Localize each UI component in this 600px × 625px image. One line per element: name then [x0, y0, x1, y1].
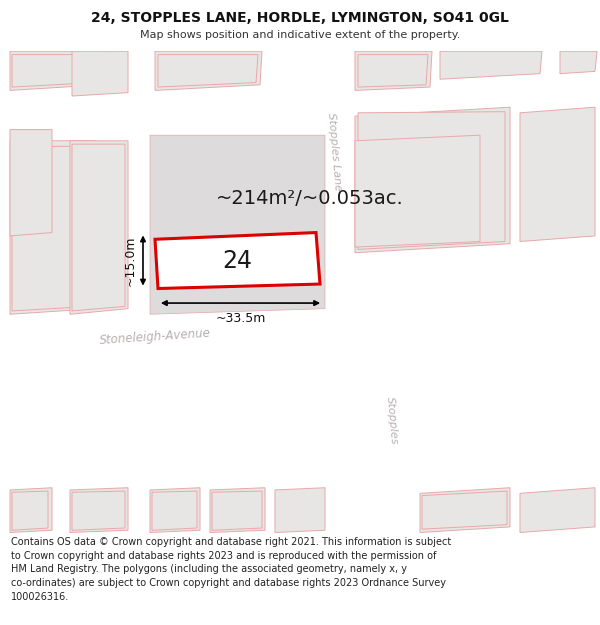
Polygon shape: [158, 54, 258, 87]
Polygon shape: [0, 221, 145, 247]
Polygon shape: [72, 51, 128, 96]
Polygon shape: [150, 488, 200, 532]
Polygon shape: [150, 135, 325, 314]
Polygon shape: [0, 292, 600, 359]
Polygon shape: [420, 488, 510, 532]
Polygon shape: [212, 491, 262, 530]
Polygon shape: [275, 488, 325, 532]
Polygon shape: [12, 54, 95, 87]
Polygon shape: [10, 129, 52, 236]
Polygon shape: [70, 488, 128, 532]
Polygon shape: [440, 51, 542, 79]
Polygon shape: [12, 146, 90, 311]
Polygon shape: [210, 488, 265, 532]
Polygon shape: [12, 491, 48, 530]
Polygon shape: [0, 454, 390, 482]
Polygon shape: [318, 51, 352, 314]
Polygon shape: [72, 144, 125, 311]
Polygon shape: [520, 488, 595, 532]
Polygon shape: [358, 54, 428, 87]
Polygon shape: [560, 51, 597, 74]
Text: ~15.0m: ~15.0m: [124, 235, 137, 286]
Polygon shape: [152, 491, 197, 530]
Polygon shape: [0, 85, 320, 118]
Text: ~33.5m: ~33.5m: [215, 312, 266, 325]
Polygon shape: [130, 51, 147, 337]
Text: 24, STOPPLES LANE, HORDLE, LYMINGTON, SO41 0GL: 24, STOPPLES LANE, HORDLE, LYMINGTON, SO…: [91, 11, 509, 25]
Text: Map shows position and indicative extent of the property.: Map shows position and indicative extent…: [140, 30, 460, 40]
Text: 24: 24: [222, 249, 252, 272]
Polygon shape: [355, 107, 510, 252]
Polygon shape: [355, 51, 432, 91]
Polygon shape: [422, 491, 507, 529]
Polygon shape: [10, 51, 100, 91]
Polygon shape: [355, 135, 480, 247]
Polygon shape: [155, 51, 262, 91]
Text: Stoneleigh-Avenue: Stoneleigh-Avenue: [99, 326, 211, 347]
Text: Stopples Lane: Stopples Lane: [326, 112, 343, 192]
Polygon shape: [72, 491, 125, 530]
Polygon shape: [70, 141, 128, 314]
Polygon shape: [10, 488, 52, 532]
Polygon shape: [375, 314, 415, 532]
Polygon shape: [520, 107, 595, 241]
Text: Contains OS data © Crown copyright and database right 2021. This information is : Contains OS data © Crown copyright and d…: [11, 537, 451, 601]
Text: ~214m²/~0.053ac.: ~214m²/~0.053ac.: [216, 189, 404, 209]
Text: Stopples: Stopples: [385, 396, 399, 445]
Polygon shape: [358, 112, 505, 249]
Polygon shape: [155, 232, 320, 289]
Polygon shape: [55, 51, 68, 337]
Polygon shape: [10, 141, 95, 314]
